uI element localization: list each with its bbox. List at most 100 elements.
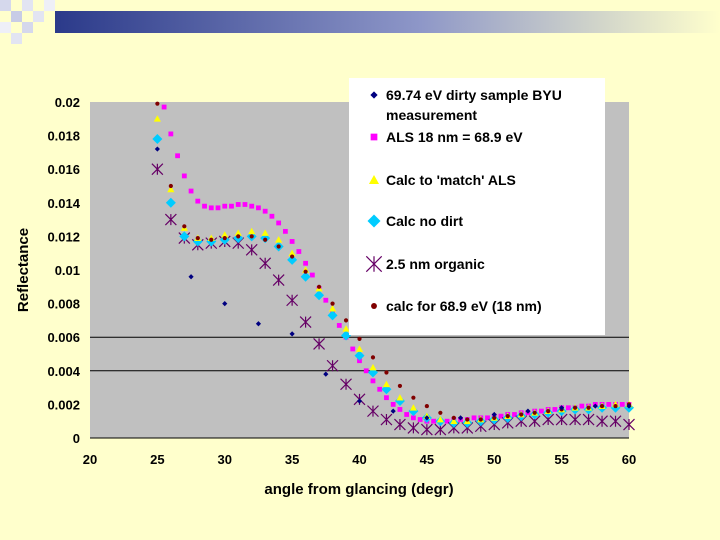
data-point [288,249,296,257]
data-point [179,231,190,242]
data-point [289,239,295,244]
data-point [192,236,203,247]
legend-marker [370,91,378,99]
data-point [420,423,433,436]
data-point [256,205,261,211]
data-point [363,368,369,374]
data-point [384,395,389,401]
data-point [407,421,420,434]
data-point [424,403,429,409]
legend-label: Calc to 'match' ALS [386,172,516,188]
data-point [327,310,338,321]
data-point [586,405,591,410]
data-point [242,202,248,207]
data-point [326,359,339,372]
data-point [485,415,490,421]
data-point [155,101,160,106]
data-point [313,337,325,350]
data-point [286,294,299,307]
data-point [565,405,571,411]
data-point [394,418,406,431]
data-point [287,254,298,265]
y-tick-label: 0.008 [47,297,80,312]
data-point [573,405,578,410]
data-point [300,271,311,282]
data-point [552,407,558,412]
data-point [355,345,364,352]
data-point [394,396,405,407]
data-point [303,269,308,274]
legend: 69.74 eV dirty sample BYU measurement ALS … [349,78,605,335]
data-point [559,405,565,411]
data-point [175,153,180,159]
deco-square [33,11,44,22]
legend-entry: calc for 68.9 eV (18 nm) [371,298,542,314]
data-point [569,413,582,426]
data-point [532,410,537,415]
data-point [153,115,161,122]
x-tick-label: 30 [218,452,232,467]
data-point [290,254,295,259]
data-point [579,403,585,409]
data-point [236,234,241,239]
data-point [431,418,437,424]
data-point [208,205,214,211]
deco-square [11,11,22,22]
data-point [596,415,608,428]
data-point [259,257,272,270]
y-tick-label: 0.01 [55,263,80,278]
y-tick-label: 0.018 [47,129,80,144]
data-point [151,163,164,176]
data-point [229,203,234,209]
data-point [168,131,174,137]
y-tick-label: 0.016 [47,162,80,177]
data-point [599,403,605,409]
legend-entry: ALS 18 nm = 68.9 eV [370,129,523,145]
series-group [154,146,632,421]
x-tick-label: 55 [554,452,568,467]
data-point [592,403,598,409]
data-point [380,413,393,426]
data-point [384,370,389,375]
data-point [275,236,283,243]
data-point [168,183,173,189]
data-point [341,330,352,341]
data-point [350,346,356,352]
y-tick-label: 0.02 [55,95,80,110]
y-tick-label: 0.004 [47,364,80,379]
data-point [525,408,531,414]
x-tick-label: 40 [352,452,366,467]
data-point [314,290,325,301]
data-point [234,229,242,236]
data-point [356,398,363,404]
data-point [367,405,379,418]
deco-square [22,0,33,11]
data-point [438,410,443,415]
data-point [606,402,612,407]
legend-entry: Calc to 'match' ALS [368,172,516,188]
data-point [303,260,308,266]
data-point [436,415,444,423]
data-point [609,415,622,428]
data-point [357,358,362,364]
legend-marker [371,303,377,309]
data-point [289,331,295,337]
data-point [269,213,275,219]
data-point [457,415,464,421]
data-point [165,197,176,208]
data-point [202,203,207,209]
legend-entry: Calc no dirt [367,213,463,229]
data-point [357,336,362,341]
data-point [396,394,404,401]
x-tick-label: 35 [285,452,299,467]
data-point [263,237,268,242]
data-point [404,412,410,417]
y-tick-label: 0.002 [47,397,80,412]
data-point [424,415,430,421]
data-point [491,411,497,418]
data-point [492,415,497,420]
data-point [471,415,477,421]
data-point [354,350,365,361]
deco-square [22,22,33,33]
data-point [377,386,383,392]
